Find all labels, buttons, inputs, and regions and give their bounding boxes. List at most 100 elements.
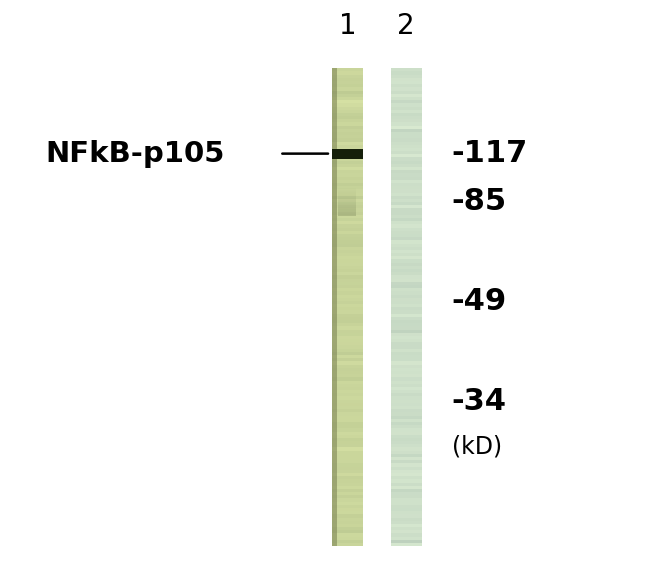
Bar <box>332 104 363 106</box>
Bar <box>391 266 422 269</box>
Bar <box>332 100 363 104</box>
Bar <box>391 247 422 250</box>
Bar <box>332 224 363 228</box>
Bar <box>391 505 422 508</box>
Bar <box>332 371 363 374</box>
Bar <box>332 113 363 116</box>
Bar <box>391 403 422 406</box>
Bar <box>332 498 363 502</box>
Bar <box>391 138 422 142</box>
Bar <box>332 208 363 212</box>
Bar <box>391 135 422 138</box>
Bar <box>332 540 363 543</box>
Bar <box>332 138 363 142</box>
Bar <box>339 188 356 189</box>
Text: 1: 1 <box>339 11 357 40</box>
Bar <box>339 191 356 192</box>
Bar <box>332 537 363 540</box>
Bar <box>391 327 422 329</box>
Bar <box>391 72 422 75</box>
Bar <box>332 502 363 505</box>
Bar <box>332 441 363 444</box>
Bar <box>332 311 363 314</box>
Bar <box>332 275 363 279</box>
Bar <box>391 406 422 409</box>
Bar <box>332 505 363 508</box>
Bar <box>332 132 363 135</box>
Bar <box>391 422 422 425</box>
Bar <box>391 231 422 234</box>
Bar <box>332 97 363 100</box>
Bar <box>391 514 422 518</box>
Bar <box>332 314 363 317</box>
Bar <box>332 176 363 180</box>
Bar <box>332 511 363 514</box>
Bar <box>391 205 422 208</box>
Bar <box>391 508 422 511</box>
Bar <box>332 192 363 196</box>
Bar <box>332 428 363 431</box>
Bar <box>332 413 363 415</box>
Bar <box>332 88 363 90</box>
Bar <box>332 81 363 84</box>
Bar <box>332 409 363 413</box>
Bar <box>339 212 356 213</box>
Bar <box>391 368 422 371</box>
Bar <box>391 84 422 88</box>
Bar <box>332 148 363 151</box>
Bar <box>391 170 422 174</box>
Bar <box>391 106 422 110</box>
Bar <box>332 387 363 390</box>
Bar <box>332 345 363 349</box>
Bar <box>391 100 422 104</box>
Bar <box>391 511 422 514</box>
Bar <box>332 288 363 291</box>
Bar <box>332 454 363 457</box>
Bar <box>332 221 363 224</box>
Bar <box>332 196 363 199</box>
Bar <box>391 240 422 244</box>
Bar <box>391 221 422 224</box>
Bar <box>339 196 356 197</box>
Bar <box>391 384 422 387</box>
Bar <box>391 451 422 454</box>
Bar <box>391 263 422 266</box>
Bar <box>391 272 422 275</box>
Bar <box>391 527 422 530</box>
Bar <box>391 298 422 301</box>
Bar <box>391 174 422 176</box>
Bar <box>332 327 363 329</box>
Bar <box>391 158 422 160</box>
Bar <box>332 489 363 492</box>
Bar <box>391 81 422 84</box>
Bar <box>332 393 363 397</box>
Bar <box>339 198 356 199</box>
Bar <box>391 164 422 167</box>
Bar <box>332 149 363 159</box>
Bar <box>332 142 363 145</box>
Bar <box>391 215 422 218</box>
Bar <box>332 237 363 240</box>
Bar <box>332 368 363 371</box>
Bar <box>391 438 422 441</box>
Bar <box>391 311 422 314</box>
Bar <box>391 183 422 186</box>
Bar <box>391 132 422 135</box>
Bar <box>391 208 422 212</box>
Bar <box>332 444 363 447</box>
Bar <box>332 234 363 237</box>
Bar <box>332 483 363 486</box>
Bar <box>332 167 363 170</box>
Bar <box>332 317 363 320</box>
Bar <box>332 403 363 406</box>
Bar <box>391 343 422 345</box>
Bar <box>332 145 363 148</box>
Bar <box>332 116 363 119</box>
Bar <box>332 361 363 365</box>
Bar <box>391 224 422 228</box>
Bar <box>391 483 422 486</box>
Bar <box>391 129 422 132</box>
Bar <box>391 94 422 97</box>
Bar <box>391 196 422 199</box>
Text: (kD): (kD) <box>452 435 502 459</box>
